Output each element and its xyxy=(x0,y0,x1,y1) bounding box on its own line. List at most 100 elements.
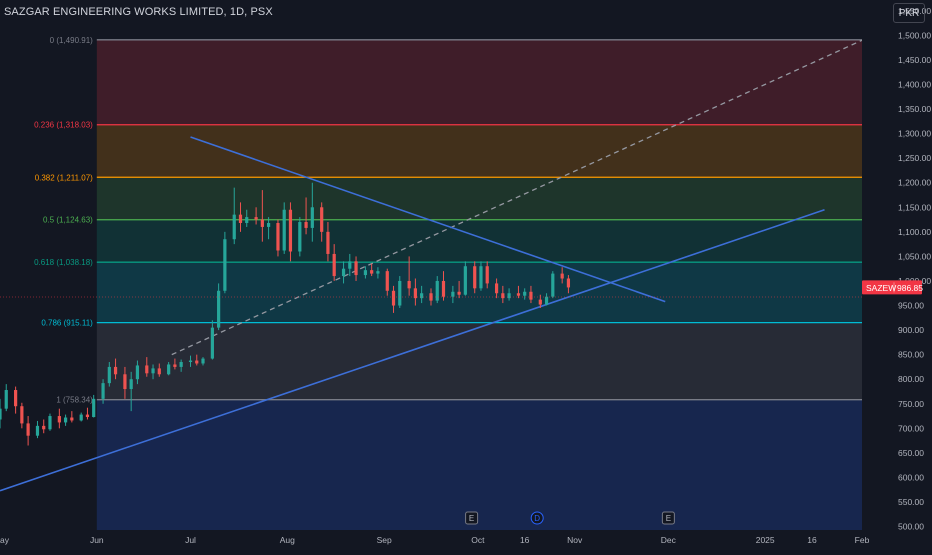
candle-body[interactable] xyxy=(238,214,243,224)
candle-body[interactable] xyxy=(501,293,505,299)
earnings-marker[interactable]: E xyxy=(661,511,675,525)
candle-body[interactable] xyxy=(354,261,358,276)
candle-body[interactable] xyxy=(254,217,258,220)
candle-body[interactable] xyxy=(544,296,549,305)
candle-body[interactable] xyxy=(145,365,149,374)
candle-body[interactable] xyxy=(485,266,489,284)
candle-body[interactable] xyxy=(113,366,118,375)
candle-body[interactable] xyxy=(376,271,380,274)
candle-body[interactable] xyxy=(560,273,564,279)
candle-body[interactable] xyxy=(429,293,433,301)
candle-body[interactable] xyxy=(20,406,24,424)
candle-body[interactable] xyxy=(370,270,374,274)
candle-body[interactable] xyxy=(92,398,96,418)
price-tick-label: 1,200.00 xyxy=(898,178,931,188)
price-axis[interactable] xyxy=(862,0,932,530)
candle-body[interactable] xyxy=(195,360,199,364)
candle-body[interactable] xyxy=(57,416,61,423)
candle-body[interactable] xyxy=(473,266,477,289)
candle-body[interactable] xyxy=(363,270,368,276)
candle-body[interactable] xyxy=(451,291,455,297)
fib-level-label: 0.618 (1,038.18) xyxy=(34,258,93,267)
dividend-marker[interactable]: D xyxy=(530,511,544,525)
candle-body[interactable] xyxy=(0,408,2,420)
candle-body[interactable] xyxy=(479,266,483,289)
candle-body[interactable] xyxy=(173,364,177,367)
candle-body[interactable] xyxy=(217,290,221,328)
candle-body[interactable] xyxy=(151,368,155,374)
trendline-dashed[interactable] xyxy=(171,39,863,356)
candle-body[interactable] xyxy=(407,280,411,289)
candle-body[interactable] xyxy=(26,423,30,436)
candle-body[interactable] xyxy=(385,271,389,291)
candle-body[interactable] xyxy=(310,207,314,228)
price-tick-label: 1,550.00 xyxy=(898,6,931,16)
candle-body[interactable] xyxy=(523,291,527,296)
candle-body[interactable] xyxy=(101,383,105,399)
candle-body[interactable] xyxy=(266,223,271,227)
candle-body[interactable] xyxy=(463,266,467,295)
fib-zone xyxy=(96,124,862,178)
time-axis[interactable] xyxy=(0,530,932,550)
candle-body[interactable] xyxy=(188,360,193,363)
fib-level-label: 0.236 (1,318.03) xyxy=(34,121,93,130)
candle-body[interactable] xyxy=(420,293,424,299)
candle-body[interactable] xyxy=(435,280,439,301)
candle-body[interactable] xyxy=(332,253,336,277)
candle-body[interactable] xyxy=(398,280,402,306)
price-tick-label: 1,100.00 xyxy=(898,227,931,237)
candle-body[interactable] xyxy=(282,209,286,251)
candle-body[interactable] xyxy=(179,362,183,367)
candle-body[interactable] xyxy=(63,417,68,423)
candle-body[interactable] xyxy=(391,290,396,306)
candle-body[interactable] xyxy=(70,417,74,421)
candle-body[interactable] xyxy=(245,217,249,224)
trendline[interactable] xyxy=(0,208,825,492)
candle-body[interactable] xyxy=(4,390,8,409)
trendline[interactable] xyxy=(190,136,666,303)
currency-button[interactable]: PKR xyxy=(893,3,925,23)
event-marker-label: E xyxy=(469,514,474,523)
candle-body[interactable] xyxy=(210,327,214,359)
candle-body[interactable] xyxy=(79,414,83,421)
earnings-marker[interactable]: E xyxy=(465,511,479,525)
candle-body[interactable] xyxy=(123,374,127,390)
candle-body[interactable] xyxy=(14,390,18,407)
candle-body[interactable] xyxy=(223,239,227,291)
candle-body[interactable] xyxy=(298,222,302,252)
candle-body[interactable] xyxy=(341,268,346,277)
time-tick-label: Jul xyxy=(185,535,196,545)
candle-body[interactable] xyxy=(320,207,324,232)
fib-level-label: 0.382 (1,211.07) xyxy=(35,173,93,182)
candle-body[interactable] xyxy=(260,219,264,227)
candle-body[interactable] xyxy=(538,299,542,305)
candle-body[interactable] xyxy=(85,414,90,418)
candle-body[interactable] xyxy=(551,273,555,297)
candle-body[interactable] xyxy=(42,425,46,430)
candle-body[interactable] xyxy=(167,364,171,375)
candle-body[interactable] xyxy=(129,379,133,390)
candle-body[interactable] xyxy=(48,416,52,430)
candle-body[interactable] xyxy=(157,368,161,375)
candle-body[interactable] xyxy=(304,222,308,228)
candle-body[interactable] xyxy=(326,231,330,254)
candle-body[interactable] xyxy=(135,365,140,380)
candle-body[interactable] xyxy=(566,278,571,288)
candle-body[interactable] xyxy=(232,214,236,240)
candle-body[interactable] xyxy=(516,293,521,296)
fib-zones xyxy=(96,39,862,530)
candle-body[interactable] xyxy=(413,288,417,299)
candle-body[interactable] xyxy=(288,209,293,252)
candle-body[interactable] xyxy=(507,293,511,299)
candle-body[interactable] xyxy=(276,223,280,251)
candle-body[interactable] xyxy=(457,291,461,295)
candle-body[interactable] xyxy=(441,280,446,297)
candle-body[interactable] xyxy=(35,425,40,436)
candle-body[interactable] xyxy=(529,291,533,300)
candle-body[interactable] xyxy=(494,283,499,294)
candle-body[interactable] xyxy=(348,261,352,269)
candle-body[interactable] xyxy=(107,366,111,384)
candle-body[interactable] xyxy=(201,358,205,364)
